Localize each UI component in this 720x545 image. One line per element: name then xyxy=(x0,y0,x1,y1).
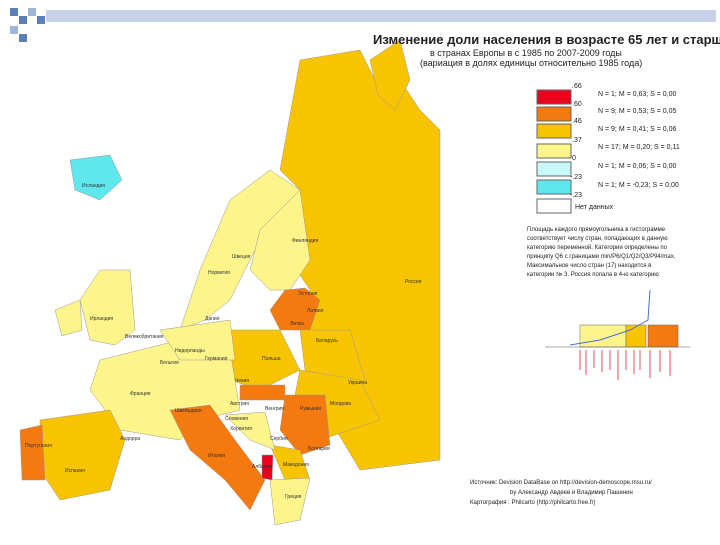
legend-item: N = 17; M = 0,20; S = 0,11 xyxy=(598,144,680,151)
legend-break: .66 xyxy=(572,83,582,90)
country-label: Украина xyxy=(348,380,367,386)
country-label: Хорватия xyxy=(230,426,252,432)
title: Изменение доли населения в возрасте 65 л… xyxy=(373,32,720,47)
country-label: Андорра xyxy=(120,436,140,442)
country-label: Словения xyxy=(225,416,248,422)
country-labels: Исландия Норвегия Швеция Финляндия Росси… xyxy=(25,183,422,500)
country-label: Франция xyxy=(130,391,151,397)
source-line: Картография : Philcarto (http://philcart… xyxy=(470,500,596,506)
country-label: Германия xyxy=(205,356,228,362)
legend-item: N = 9; M = 0,53; S = 0,05 xyxy=(598,108,677,115)
legend-break: -.23 xyxy=(570,174,582,181)
description-line: Максимальное число стран (17) находится … xyxy=(527,263,651,269)
legend-break: .60 xyxy=(572,101,582,108)
country-label: Австрия xyxy=(230,401,249,407)
legend-break: .37 xyxy=(572,137,582,144)
country-label: Испания xyxy=(65,468,85,474)
country-label: Финляндия xyxy=(292,238,318,244)
country-label: Чехия xyxy=(235,378,249,384)
legend-item: N = 9; M = 0,41; S = 0,06 xyxy=(598,126,677,133)
legend-item: Нет данных xyxy=(575,204,614,211)
country-label: Россия xyxy=(405,279,422,285)
description-line: соответствует числу стран, попадающих в … xyxy=(527,236,668,242)
description-line: Площадь каждого прямоугольника в гистогр… xyxy=(527,227,666,233)
country-label: Швеция xyxy=(232,254,251,260)
histogram xyxy=(545,289,690,380)
country-label: Албания xyxy=(252,464,272,470)
country-label: Швейцария xyxy=(175,407,202,414)
source-line: by Александр Авдеев и Владимир Пашенин xyxy=(510,490,633,496)
legend: .66 .60 .46 .37 0 -.23 -.23 N = 1; M = 0… xyxy=(536,83,680,214)
country-label: Беларусь xyxy=(316,338,338,344)
source: Источник: Devision DataBase on http://de… xyxy=(470,480,652,506)
country-label: Великобритания xyxy=(125,334,164,340)
subtitle: (вариация в долях единицы относительно 1… xyxy=(420,58,642,68)
country-label: Сербия xyxy=(270,436,288,442)
decor xyxy=(10,8,716,42)
legend-break: 0 xyxy=(572,155,576,162)
description-line: категорию переменной. Категории определе… xyxy=(527,244,668,251)
description-line: принципу Q6 с границами min/P6/Q1/Q2/Q3/… xyxy=(527,254,676,260)
legend-item: N = 1; M = 0,63; S = 0,00 xyxy=(598,91,677,98)
legend-item: N = 1; M = -0,23; S = 0,00 xyxy=(598,182,679,189)
country-label: Бельгия xyxy=(160,360,179,366)
country-label: Латвия xyxy=(307,308,324,314)
country-label: Исландия xyxy=(82,183,105,189)
country-label: Македония xyxy=(283,462,309,468)
legend-break: .46 xyxy=(572,118,582,125)
country-label: Болгария xyxy=(308,446,330,452)
map xyxy=(19,39,441,526)
country-label: Греция xyxy=(285,494,302,500)
country-label: Молдова xyxy=(330,401,351,407)
country-label: Эстония xyxy=(298,291,318,297)
country-label: Италия xyxy=(208,453,225,459)
country-label: Литва xyxy=(290,321,304,327)
country-label: Польша xyxy=(262,356,281,362)
country-label: Дания xyxy=(205,316,220,322)
description-line: категории № 3. Россия попала в 4-ю катег… xyxy=(527,271,659,278)
legend-break: -.23 xyxy=(570,192,582,199)
country-label: Румыния xyxy=(300,406,321,412)
subtitle: в странах Европы в с 1985 по 2007-2009 г… xyxy=(430,48,622,58)
source-line: Источник: Devision DataBase on http://de… xyxy=(470,480,652,486)
description: Площадь каждого прямоугольника в гистогр… xyxy=(527,227,676,278)
country-label: Нидерланды xyxy=(175,348,205,354)
country-label: Ирландия xyxy=(90,316,113,322)
country-label: Венгрия xyxy=(265,406,284,412)
legend-item: N = 1; M = 0,06; S = 0,00 xyxy=(598,163,677,170)
country-label: Норвегия xyxy=(208,270,230,276)
country-label: Португалия xyxy=(25,443,52,449)
